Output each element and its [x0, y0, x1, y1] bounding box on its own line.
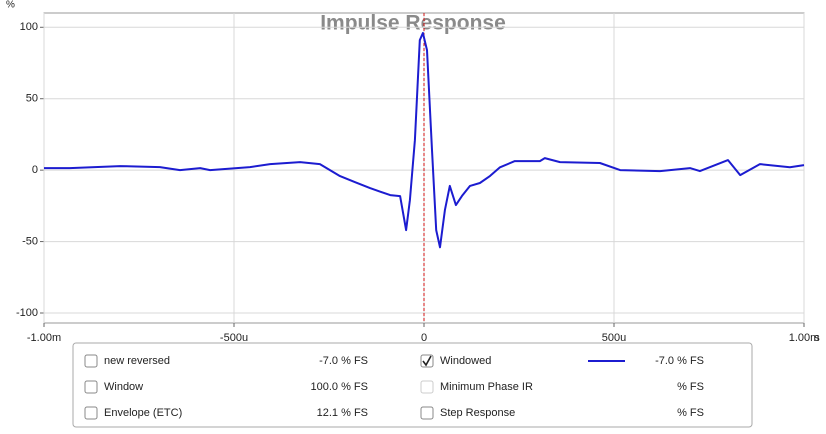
- legend-value: -7.0 % FS: [655, 355, 704, 367]
- checkbox[interactable]: [420, 406, 434, 420]
- legend-name: Window: [104, 381, 143, 393]
- x-tick-label: 1.00m: [789, 332, 820, 344]
- legend-value: -7.0 % FS: [319, 355, 368, 367]
- x-tick-label: -500u: [220, 332, 248, 344]
- checkbox: [420, 380, 434, 394]
- legend-name: Minimum Phase IR: [440, 381, 533, 393]
- series-line: [44, 32, 805, 249]
- checkbox[interactable]: [84, 354, 98, 368]
- y-tick-label: -50: [22, 235, 38, 247]
- checkbox[interactable]: [84, 406, 98, 420]
- legend-panel: [72, 342, 753, 428]
- legend-name: new reversed: [104, 355, 170, 367]
- legend-value: % FS: [677, 407, 704, 419]
- legend-value: 12.1 % FS: [317, 407, 368, 419]
- legend-name: Windowed: [440, 355, 491, 367]
- legend-name: Envelope (ETC): [104, 407, 182, 419]
- chart-title: Impulse Response: [320, 12, 506, 35]
- y-unit: %: [6, 0, 15, 11]
- x-tick-label: -1.00m: [27, 332, 61, 344]
- legend-value: 100.0 % FS: [311, 381, 368, 393]
- y-tick-label: -100: [16, 307, 38, 319]
- legend-name: Step Response: [440, 407, 515, 419]
- legend-value: % FS: [677, 381, 704, 393]
- y-tick-label: 100: [20, 21, 38, 33]
- checkbox[interactable]: [84, 380, 98, 394]
- x-tick-label: 500u: [602, 332, 626, 344]
- x-unit: s: [814, 332, 820, 344]
- y-tick-label: 0: [32, 164, 38, 176]
- y-tick-label: 50: [26, 93, 38, 105]
- check-mark: [422, 355, 432, 367]
- x-tick-label: 0: [421, 332, 427, 344]
